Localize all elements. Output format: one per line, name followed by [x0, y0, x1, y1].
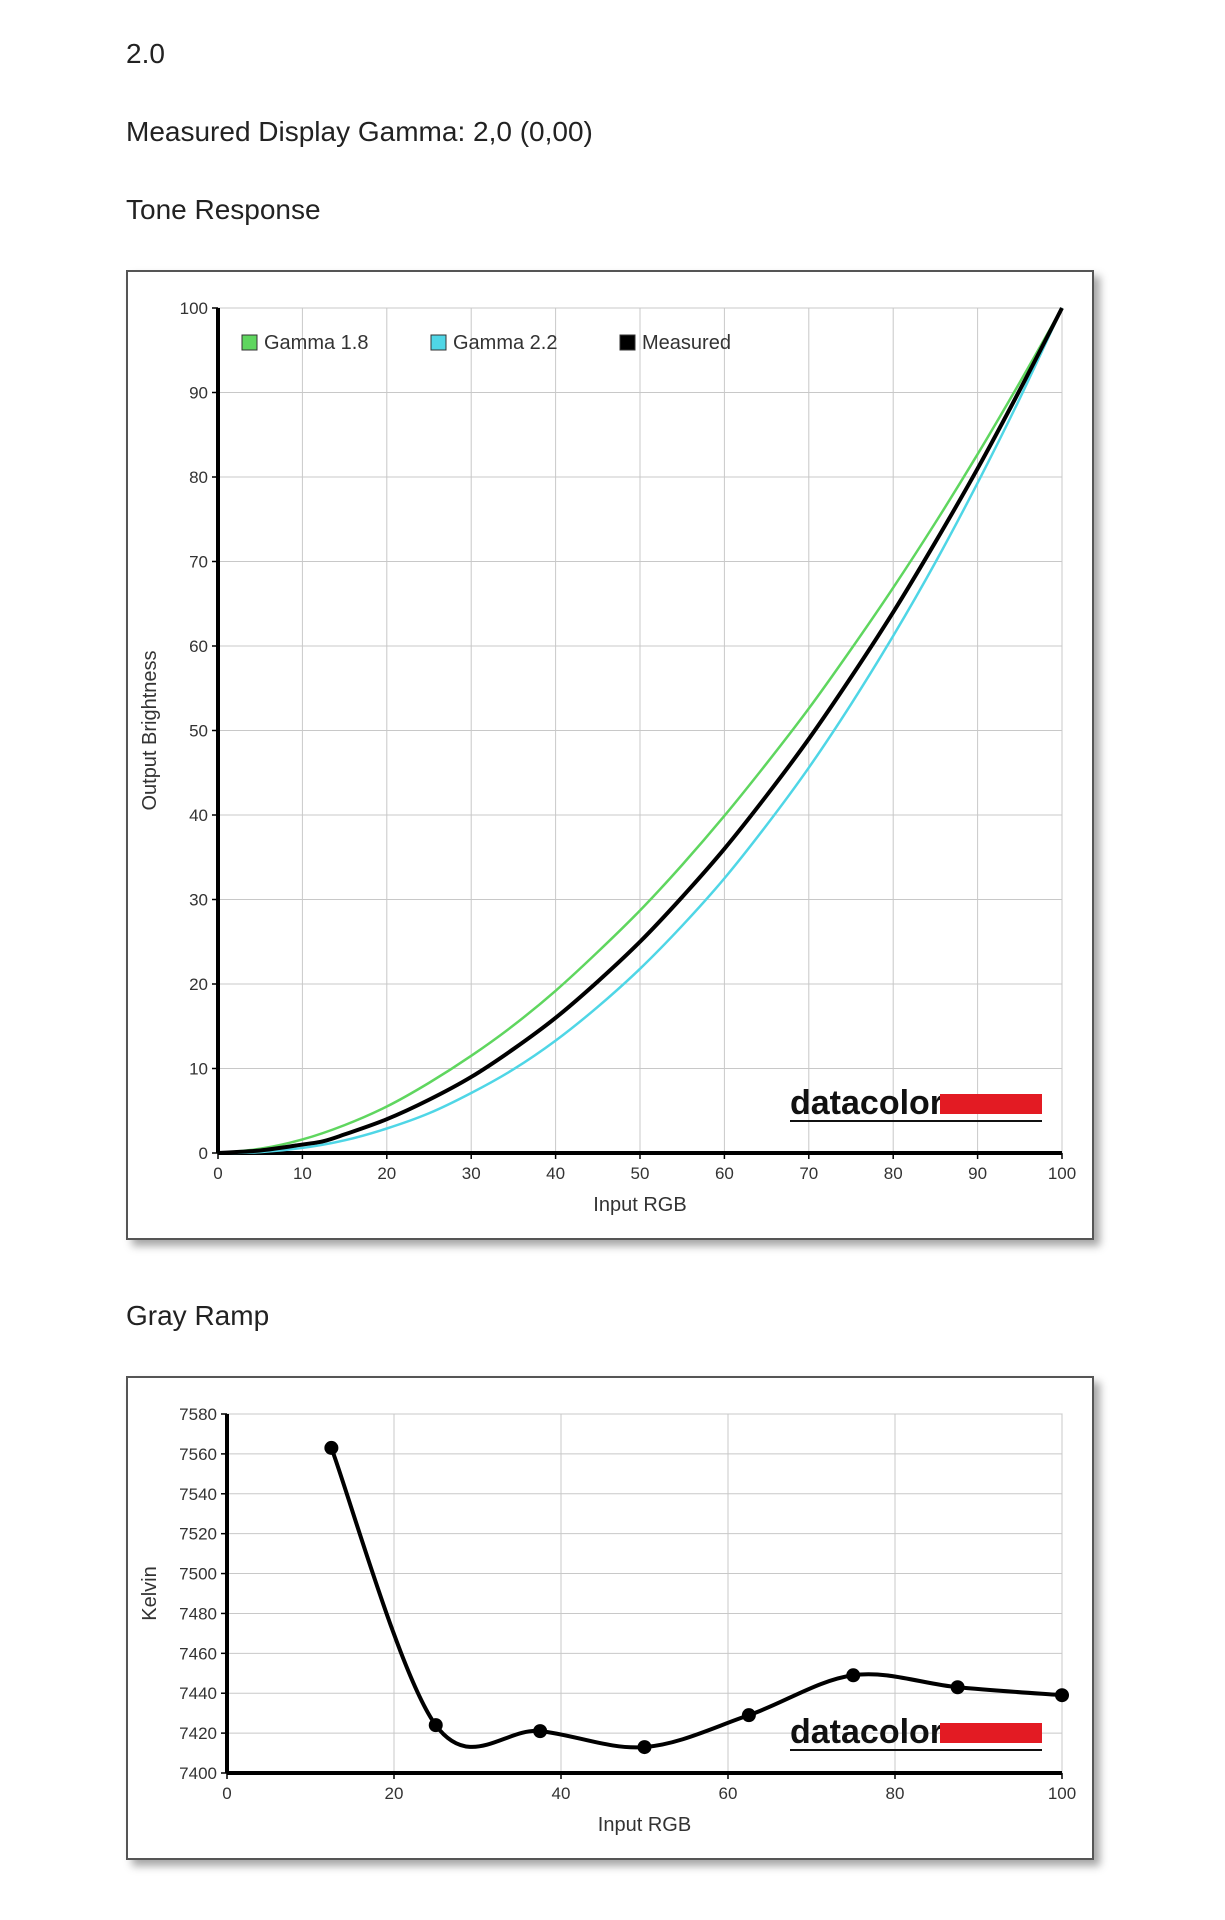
- x-tick-label: 60: [719, 1784, 738, 1803]
- y-tick-label: 7500: [179, 1565, 217, 1584]
- kelvin-point: [950, 1680, 965, 1695]
- kelvin-point: [324, 1440, 339, 1455]
- x-tick-label: 40: [546, 1164, 565, 1183]
- datacolor-logo-bar: [940, 1723, 1042, 1743]
- y-tick-label: 7440: [179, 1684, 217, 1703]
- kelvin-point: [637, 1740, 652, 1755]
- x-tick-label: 100: [1048, 1164, 1076, 1183]
- datacolor-logo-underline: [790, 1120, 1042, 1122]
- tone-response-plot: 0 10 20 30 40 50 60 70 80 90 100 0 10 20 30 40 50 60 70 80 9…: [139, 299, 1076, 1216]
- y-tick-label: 40: [189, 806, 208, 825]
- kelvin-point: [428, 1718, 443, 1733]
- y-tick-label: 80: [189, 468, 208, 487]
- x-tick-label: 60: [715, 1164, 734, 1183]
- gray-ramp-plot: 0 20 40 60 80 100 7400 7420 7440 7460 7480 7500 7520…: [139, 1405, 1076, 1836]
- y-tick-label: 60: [189, 637, 208, 656]
- y-tick-label: 50: [189, 722, 208, 741]
- x-tick-label: 50: [631, 1164, 650, 1183]
- x-tick-label: 80: [886, 1784, 905, 1803]
- y-tick-label: 7420: [179, 1724, 217, 1743]
- y-tick-label: 7540: [179, 1485, 217, 1504]
- plot-area: [226, 1413, 1063, 1774]
- legend-label: Gamma 2.2: [453, 332, 557, 354]
- legend-swatch: [619, 334, 636, 351]
- legend-label: Measured: [642, 332, 731, 354]
- page-title: 2.0: [126, 38, 165, 69]
- x-tick-label: 20: [377, 1164, 396, 1183]
- x-tick-label: 80: [884, 1164, 903, 1183]
- y-tick-label: 90: [189, 384, 208, 403]
- y-tick-label: 0: [199, 1144, 208, 1163]
- x-tick-label: 0: [222, 1784, 231, 1803]
- y-tick-label: 7400: [179, 1764, 217, 1783]
- kelvin-point: [741, 1708, 756, 1723]
- y-tick-label: 100: [180, 299, 208, 318]
- gamma-summary: Measured Display Gamma: 2,0 (0,00): [126, 116, 593, 147]
- datacolor-logo-text: datacolor: [790, 1084, 943, 1122]
- y-tick-label: 70: [189, 553, 208, 572]
- x-tick-label: 100: [1048, 1784, 1076, 1803]
- y-tick-label: 7480: [179, 1604, 217, 1623]
- series-line-gamma-1-8: [217, 307, 1064, 1155]
- x-tick-label: 30: [462, 1164, 481, 1183]
- legend-label: Gamma 1.8: [264, 332, 368, 354]
- y-tick-label: 7560: [179, 1445, 217, 1464]
- legend-swatch: [430, 334, 447, 351]
- datacolor-logo-bar: [940, 1094, 1042, 1114]
- y-tick-label: 10: [189, 1060, 208, 1079]
- gray-ramp-heading: Gray Ramp: [126, 1300, 270, 1331]
- x-tick-label: 0: [213, 1164, 222, 1183]
- y-tick-label: 20: [189, 975, 208, 994]
- x-tick-label: 70: [799, 1164, 818, 1183]
- x-tick-label: 90: [968, 1164, 987, 1183]
- datacolor-logo-underline: [790, 1749, 1042, 1751]
- series-line-measured: [217, 307, 1064, 1155]
- datacolor-logo-text: datacolor: [790, 1713, 943, 1751]
- legend-swatch: [241, 334, 258, 351]
- y-tick-label: 7520: [179, 1525, 217, 1544]
- kelvin-point: [846, 1668, 861, 1683]
- x-tick-label: 40: [552, 1784, 571, 1803]
- y-axis-label: Kelvin: [139, 1566, 161, 1620]
- gray-ramp-chart: 0 20 40 60 80 100 7400 7420 7440 7460 7480 7500 7520…: [126, 1376, 1094, 1860]
- y-tick-label: 30: [189, 891, 208, 910]
- kelvin-line: [329, 1447, 1063, 1750]
- y-tick-label: 7580: [179, 1405, 217, 1424]
- tone-response-heading: Tone Response: [126, 194, 321, 225]
- kelvin-point: [1055, 1688, 1069, 1703]
- x-axis-label: Input RGB: [593, 1194, 686, 1216]
- kelvin-point: [533, 1724, 548, 1739]
- series-line-gamma-2-2: [217, 307, 1064, 1155]
- y-axis-label: Output Brightness: [139, 650, 161, 810]
- x-tick-label: 10: [293, 1164, 312, 1183]
- x-axis-label: Input RGB: [598, 1814, 691, 1836]
- x-tick-label: 20: [385, 1784, 404, 1803]
- tone-response-chart: 0 10 20 30 40 50 60 70 80 90 100 0 10 20 30 40 50 60 70 80 9…: [126, 270, 1094, 1240]
- y-tick-label: 7460: [179, 1644, 217, 1663]
